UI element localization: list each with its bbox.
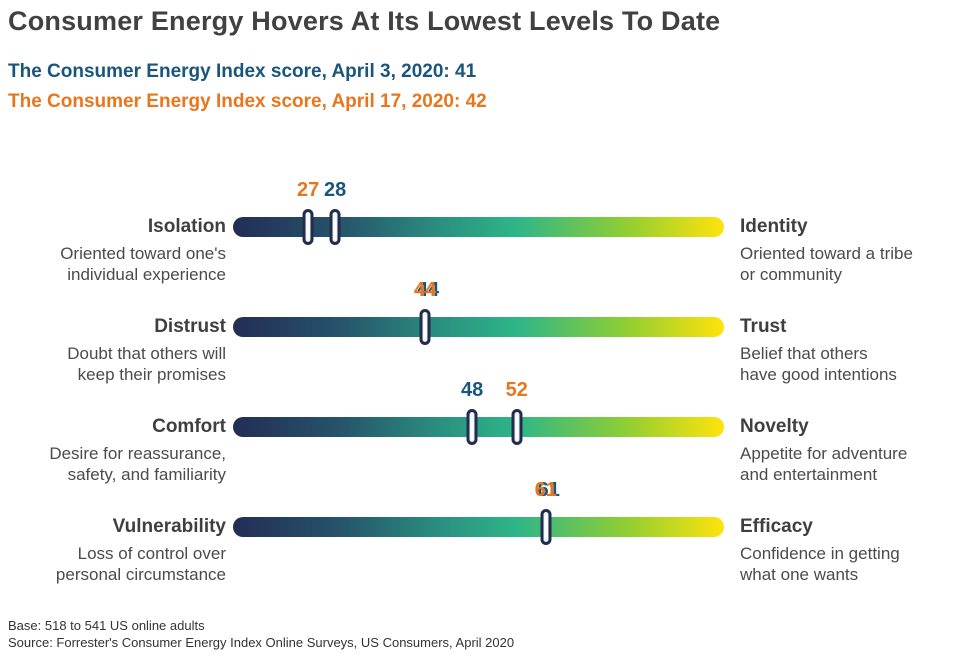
data-point-value-april17: 52 [505, 379, 528, 401]
pole-description: Appetite for adventure and entertainment [740, 444, 908, 484]
data-point-value-overlapping: 61 [534, 479, 557, 501]
scale-row-isolation-identity: Isolation Oriented toward one's individu… [0, 167, 959, 299]
data-point-value-april17: 27 [296, 179, 320, 201]
pole-label-novelty: Novelty Appetite for adventure and enter… [740, 417, 955, 485]
subtitle-april3-score: The Consumer Energy Index score, April 3… [8, 61, 477, 82]
footnote-source: Source: Forrester's Consumer Energy Inde… [8, 635, 515, 650]
pole-label-isolation: Isolation Oriented toward one's individu… [0, 217, 226, 285]
pole-description: Oriented toward a tribe or community [740, 244, 913, 284]
scale-row-vulnerability-efficacy: Vulnerability Loss of control over perso… [0, 467, 959, 599]
scale-row-comfort-novelty: Comfort Desire for reassurance, safety, … [0, 367, 959, 499]
pole-label-comfort: Comfort Desire for reassurance, safety, … [0, 417, 226, 485]
pole-label-vulnerability: Vulnerability Loss of control over perso… [0, 517, 226, 585]
marker-tick-april17 [511, 409, 523, 445]
pole-name: Vulnerability [112, 516, 226, 537]
data-point-value-april3: 28 [324, 179, 347, 201]
data-point-value-overlapping: 44 [413, 279, 437, 301]
footnote-base: Base: 518 to 541 US online adults [8, 618, 205, 633]
pole-name: Identity [740, 216, 808, 237]
marker-tick-april3 [466, 409, 478, 445]
gradient-scale-bar: 61 [233, 479, 724, 545]
pole-name: Distrust [154, 316, 226, 337]
gradient-scale-bar: 44 [233, 279, 724, 345]
subtitle-april17-score: The Consumer Energy Index score, April 1… [8, 91, 487, 112]
pole-name: Novelty [740, 416, 809, 437]
gradient-scale-bar: 27 28 [233, 179, 724, 245]
marker-tick-overlapping [419, 309, 431, 345]
gradient-scale-bar: 48 52 [233, 379, 724, 445]
pole-description: Confidence in getting what one wants [740, 544, 900, 584]
pole-label-efficacy: Efficacy Confidence in getting what one … [740, 517, 955, 585]
data-point-value-april3: 48 [460, 379, 484, 401]
pole-label-distrust: Distrust Doubt that others will keep the… [0, 317, 226, 385]
pole-description: Belief that others have good intentions [740, 344, 897, 384]
pole-description: Oriented toward one's individual experie… [60, 244, 226, 284]
pole-description: Doubt that others will keep their promis… [67, 344, 226, 384]
marker-tick-overlapping [540, 509, 552, 545]
pole-name: Isolation [147, 216, 226, 237]
marker-tick-april3 [329, 209, 341, 245]
marker-tick-april17 [302, 209, 314, 245]
pole-label-trust: Trust Belief that others have good inten… [740, 317, 955, 385]
pole-name: Trust [740, 316, 787, 337]
scale-row-distrust-trust: Distrust Doubt that others will keep the… [0, 267, 959, 399]
pole-description: Loss of control over personal circumstan… [55, 544, 226, 584]
pole-name: Efficacy [740, 516, 813, 537]
pole-name: Comfort [152, 416, 226, 437]
pole-label-identity: Identity Oriented toward a tribe or comm… [740, 217, 955, 285]
pole-description: Desire for reassurance, safety, and fami… [49, 444, 226, 484]
page-title: Consumer Energy Hovers At Its Lowest Lev… [8, 6, 721, 36]
footnote: Base: 518 to 541 US online adults Source… [8, 617, 514, 651]
